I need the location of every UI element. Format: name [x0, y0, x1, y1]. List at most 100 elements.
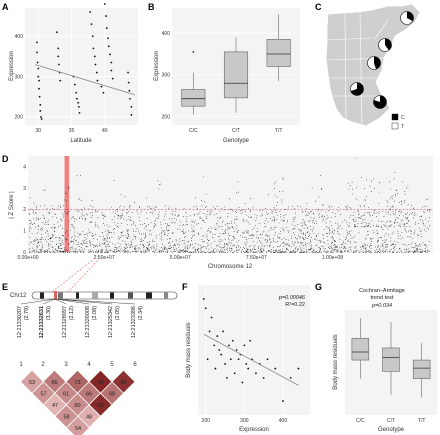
snp-connector-lines [20, 298, 136, 305]
zoom-line-right [67, 257, 101, 293]
panel-b-ylabel: Expression [154, 51, 160, 81]
panel-d-ylabel: | Z Score | [9, 191, 15, 219]
ld-value: 61 [63, 391, 69, 397]
panel-f-point [202, 298, 205, 300]
panel-a-xtick-label: 40 [102, 128, 108, 134]
panel-label-c: C [315, 2, 322, 12]
panel-a-point [37, 75, 40, 78]
panel-f-point [245, 363, 248, 365]
panel-d-xtick-label: 1.00e+08 [322, 255, 343, 261]
panel-a-point [95, 71, 98, 74]
panel-a-point [128, 89, 131, 92]
snp-id-label: 12:21332631 [39, 306, 45, 338]
panel-label-b: B [148, 2, 155, 12]
panel-b-ytick-label: 200 [162, 114, 171, 120]
panel-a-point [91, 35, 94, 38]
panel-b-xlabel: Genotype [223, 138, 250, 144]
ld-value: 48 [86, 414, 92, 420]
legend-swatch-t [391, 122, 399, 130]
snp-index-label: 1 [19, 362, 23, 368]
panel-a-point [130, 105, 133, 108]
panel-a-point [105, 27, 108, 30]
panel-f-point [226, 376, 228, 379]
ld-value: 73 [74, 380, 80, 386]
panel-a-trendline [34, 64, 135, 96]
panel-f-point [289, 376, 292, 379]
panel-f-point [231, 339, 234, 342]
snp-zscore-label: (3.30) [46, 306, 52, 321]
panel-b-xtick-label: C/T [232, 128, 240, 134]
panel-g-xlabel: Genotype [378, 427, 405, 433]
panel-d-ytick-label: 3 [23, 186, 26, 192]
panel-label-g: G [315, 282, 322, 292]
panel-a-ytick-label: 300 [15, 74, 24, 80]
panel-b-box-C-T [223, 37, 249, 113]
panel-g-title-line-2: trend test [371, 295, 394, 301]
panel-c-pie [367, 56, 381, 70]
panel-a-point [102, 91, 105, 94]
panel-b-box-C-C [181, 50, 206, 115]
panel-a-point [40, 118, 43, 120]
ld-value: 58 [63, 414, 69, 420]
snp-id-label: 12:21330207 [17, 306, 23, 338]
panel-f-point [216, 335, 219, 337]
panel-d-xtick-label: 5.00e+07 [170, 255, 191, 261]
panel-b-ytick-label: 400 [162, 31, 171, 37]
panel-label-f: F [182, 282, 188, 292]
panel-c-map: C T [325, 3, 421, 130]
ld-value: 54 [75, 426, 81, 432]
snp-index-label: 6 [133, 362, 137, 368]
panel-a-point [59, 79, 62, 82]
panel-a-point [75, 97, 78, 100]
panel-b-xtick-label: T/T [275, 128, 283, 134]
panel-d-ytick-label: 4 [23, 164, 26, 170]
panel-a-xlabel: Latitude [70, 138, 92, 144]
panel-c-pie [400, 11, 414, 25]
panel-d-background [28, 156, 433, 252]
panel-f-point [222, 330, 225, 333]
panel-a-point [110, 61, 113, 64]
panel-a-point [77, 101, 80, 104]
panel-f-point [266, 358, 269, 361]
panel-b-xtick-label: C/C [189, 128, 198, 134]
panel-d-xlabel: Chromosome 12 [208, 264, 253, 270]
panel-f-point [274, 367, 277, 370]
snp-zscore-label: (2.79) [24, 306, 30, 321]
panel-a-point [130, 114, 133, 116]
ld-cell: 54 [65, 415, 91, 435]
panel-a-point [96, 79, 99, 82]
panel-f-point [204, 307, 207, 310]
panel-g-xtick-label: C/T [387, 418, 395, 424]
panel-a-point [105, 15, 107, 17]
panel-f-xtick-label: 400 [279, 418, 288, 424]
legend-label-c: C [401, 115, 405, 121]
panel-a-point [111, 77, 114, 80]
ld-value: 66 [51, 380, 57, 386]
panel-f-point [220, 353, 223, 356]
panel-a-point [103, 3, 106, 5]
panel-f-point [247, 367, 250, 370]
panel-a-point [58, 63, 60, 66]
panel-f-point [224, 363, 226, 365]
panel-f-point [237, 358, 240, 361]
panel-a-point [40, 116, 42, 118]
panel-b-boxplot: 200 300 400 C/C C/T T/T Genotype Expression [154, 8, 300, 144]
panel-f-point [241, 381, 244, 384]
panel-f-point [249, 339, 252, 342]
ld-value: 66 [86, 391, 92, 397]
panel-a-point [39, 103, 42, 106]
panel-f-point [218, 349, 221, 351]
panel-d-manhattan: 0 1 2 3 4 0.00e+00 2.50e+07 5.00e+07 7.50e+07 1.0… [9, 156, 433, 270]
panel-a-point [36, 41, 38, 44]
panel-a-point [94, 63, 97, 66]
panel-a-scatter: 200 300 400 30 35 40 Latitude Expression [9, 3, 138, 144]
snp-index-label: 4 [87, 362, 91, 368]
snp-id-label: 12:21323396 [131, 306, 137, 338]
panel-a-point [92, 47, 95, 50]
panel-a-ylabel: Expression [9, 51, 15, 81]
panel-a-point [38, 87, 40, 90]
panel-a-point [93, 55, 96, 58]
panel-d-ytick-label: 0 [23, 250, 26, 256]
ld-value: 47 [52, 403, 58, 409]
snp-id-label: 12:21326008 [85, 306, 91, 338]
